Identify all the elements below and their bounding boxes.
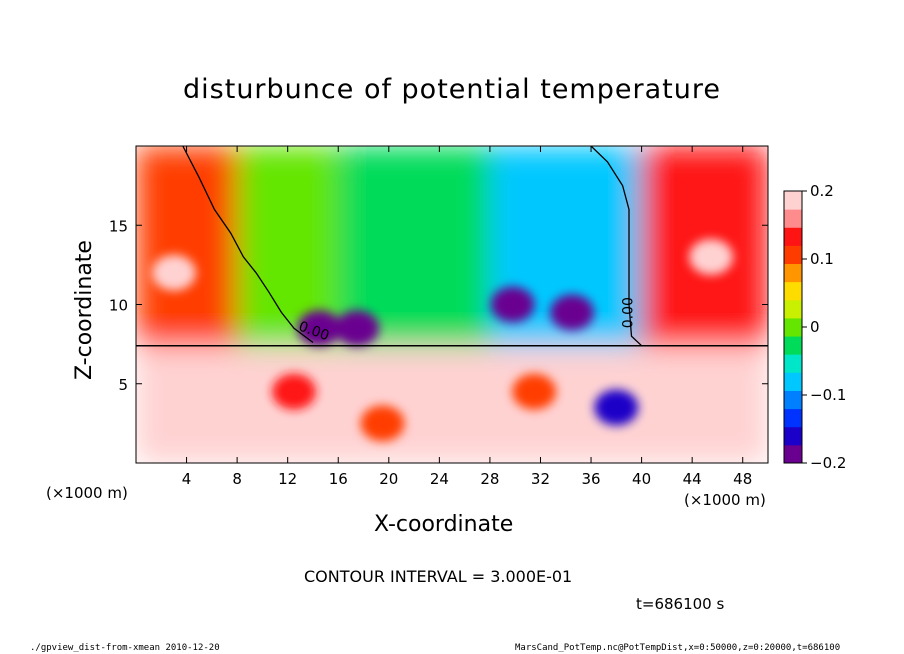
colorbar: 0.2 0.1 0 −0.1 −0.2 bbox=[783, 182, 846, 472]
x-unit-right: (×1000 m) bbox=[684, 491, 766, 509]
heatmap-feature-6 bbox=[272, 373, 316, 410]
contour-interval-label: CONTOUR INTERVAL = 3.000E-01 bbox=[304, 567, 573, 586]
colorbar-segment-7 bbox=[784, 317, 802, 337]
contour-zero-line-1 bbox=[590, 146, 643, 347]
x-tick-label-10: 44 bbox=[683, 470, 702, 488]
colorbar-segment-3 bbox=[784, 390, 802, 410]
colorbar-segment-14 bbox=[784, 191, 802, 210]
x-tick-label-9: 40 bbox=[632, 470, 651, 488]
x-tick-label-3: 16 bbox=[329, 470, 348, 488]
x-tick-label-5: 24 bbox=[430, 470, 449, 488]
y-tick-label-0: 5 bbox=[118, 376, 128, 394]
contour-label-right: 0.00 bbox=[621, 297, 637, 328]
x-tick-label-7: 32 bbox=[531, 470, 550, 488]
heatmap-feature-4 bbox=[689, 238, 734, 275]
colorbar-tick-label-0: 0.2 bbox=[810, 182, 834, 200]
colorbar-segment-8 bbox=[784, 299, 802, 319]
colorbar-segment-6 bbox=[784, 336, 802, 355]
x-tick-label-11: 48 bbox=[733, 470, 752, 488]
x-tick-label-0: 4 bbox=[182, 470, 192, 488]
heatmap-feature-3 bbox=[550, 294, 595, 331]
x-unit-left: (×1000 m) bbox=[46, 484, 128, 502]
heatmap-feature-7 bbox=[360, 405, 405, 442]
colorbar-segment-10 bbox=[784, 263, 802, 283]
time-label: t=686100 s bbox=[636, 595, 725, 613]
colorbar-segment-1 bbox=[784, 426, 802, 446]
heatmap-feature-0 bbox=[297, 310, 342, 347]
chart-title: disturbunce of potential temperature bbox=[183, 74, 721, 105]
x-axis-title: X-coordinate bbox=[374, 512, 514, 537]
colorbar-segment-4 bbox=[784, 372, 802, 391]
colorbar-segment-0 bbox=[784, 444, 802, 464]
heatmap-feature-8 bbox=[512, 373, 557, 410]
x-tick-label-8: 36 bbox=[581, 470, 600, 488]
x-tick-label-4: 20 bbox=[379, 470, 398, 488]
y-tick-label-2: 15 bbox=[109, 217, 128, 235]
footer-right-note: MarsCand_PotTemp.nc@PotTempDist,x=0:5000… bbox=[515, 643, 841, 653]
colorbar-tick-label-3: −0.1 bbox=[810, 386, 846, 404]
y-tick-label-1: 10 bbox=[109, 297, 128, 315]
footer-left-note: ./gpview_dist-from-xmean 2010-12-20 bbox=[30, 643, 220, 653]
x-tick-label-1: 8 bbox=[232, 470, 242, 488]
heatmap-region-5 bbox=[136, 345, 768, 463]
colorbar-segment-5 bbox=[784, 354, 802, 373]
x-axis-ticks: 4 8 12 16 20 24 28 32 36 40 44 48 bbox=[182, 146, 752, 488]
colorbar-segment-13 bbox=[784, 209, 802, 228]
heatmap-feature-2 bbox=[490, 286, 535, 323]
colorbar-segment-12 bbox=[784, 227, 802, 246]
colorbar-segment-9 bbox=[784, 281, 802, 301]
y-axis-title: Z-coordinate bbox=[72, 240, 97, 380]
colorbar-tick-label-2: 0 bbox=[810, 318, 820, 336]
heatmap-feature-1 bbox=[335, 310, 380, 347]
colorbar-tick-label-4: −0.2 bbox=[810, 454, 846, 472]
heatmap-field bbox=[136, 146, 768, 463]
x-tick-label-6: 28 bbox=[480, 470, 499, 488]
heatmap-feature-9 bbox=[594, 389, 639, 426]
x-tick-label-2: 12 bbox=[278, 470, 297, 488]
colorbar-tick-label-1: 0.1 bbox=[810, 250, 834, 268]
colorbar-segment-11 bbox=[784, 245, 802, 265]
heatmap-feature-5 bbox=[151, 254, 196, 291]
y-axis-ticks: 5 10 15 bbox=[109, 217, 768, 394]
colorbar-segment-2 bbox=[784, 408, 802, 428]
heatmap-region-0 bbox=[136, 146, 238, 346]
contour-zero-line-0 bbox=[182, 146, 314, 344]
